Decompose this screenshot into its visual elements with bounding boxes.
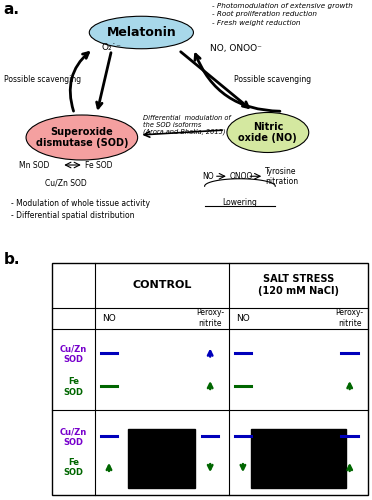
Bar [52,262,368,495]
Text: Lowering: Lowering [222,198,257,207]
Text: NO: NO [236,314,250,322]
Text: Possible scavenging: Possible scavenging [234,76,311,84]
Text: Fe
SOD: Fe SOD [64,458,83,477]
Text: b.: b. [4,252,20,268]
Text: Possible scavenging: Possible scavenging [4,76,81,84]
Text: NO: NO [102,314,116,322]
Bar [128,429,195,488]
Text: NO, ONOO⁻: NO, ONOO⁻ [210,44,262,52]
Text: Tyrosine
nitration: Tyrosine nitration [265,166,298,186]
Text: NO: NO [203,172,214,180]
Text: Cu/Zn
SOD: Cu/Zn SOD [60,344,87,364]
Bar [251,429,346,488]
Text: CONTROL: CONTROL [132,280,192,290]
Text: Nitric
oxide (NO): Nitric oxide (NO) [238,122,297,144]
Ellipse shape [227,112,309,152]
Text: - Photomodulation of extensive growth
- Root proliferation reduction
- Fresh wei: - Photomodulation of extensive growth - … [212,2,353,26]
Text: a.: a. [4,2,20,18]
Text: Superoxide
dismutase (SOD): Superoxide dismutase (SOD) [36,126,128,148]
Text: SALT STRESS
(120 mM NaCl): SALT STRESS (120 mM NaCl) [258,274,339,296]
Text: Fe SOD: Fe SOD [85,160,112,170]
Text: Peroxy-
nitrite: Peroxy- nitrite [196,308,224,328]
Text: Mn SOD: Mn SOD [19,160,49,170]
Text: Melatonin: Melatonin [106,26,176,39]
Text: ONOO: ONOO [230,172,253,180]
Text: O₂˙⁻: O₂˙⁻ [102,44,122,52]
Text: Differential  modulation of
the SOD isoforms
(Arora and Bhatla, 2015): Differential modulation of the SOD isofo… [143,114,231,136]
Ellipse shape [89,16,193,49]
Text: - Modulation of whole tissue activity
- Differential spatial distribution: - Modulation of whole tissue activity - … [11,198,150,220]
Ellipse shape [26,115,138,160]
Text: Cu/Zn SOD: Cu/Zn SOD [45,178,86,187]
Text: Cu/Zn
SOD: Cu/Zn SOD [60,428,87,447]
Text: Fe
SOD: Fe SOD [64,377,83,396]
Text: Peroxy-
nitrite: Peroxy- nitrite [336,308,364,328]
